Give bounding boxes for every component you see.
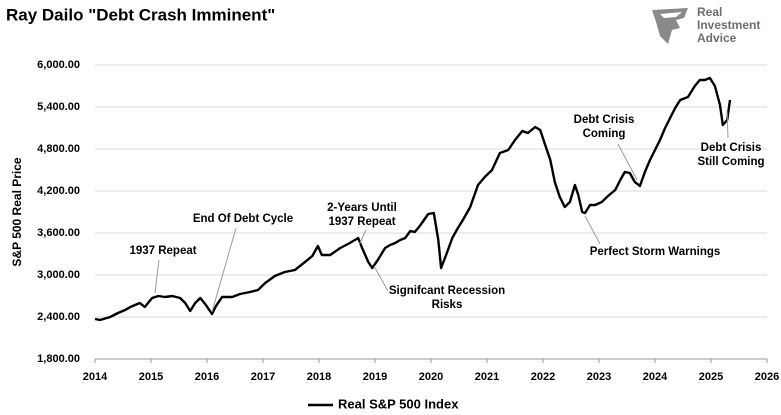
x-tick-label: 2024 bbox=[643, 371, 668, 383]
chart-title: Ray Dailo "Debt Crash Imminent" bbox=[6, 5, 275, 24]
annotation: 1937 Repeat bbox=[129, 245, 196, 257]
x-tick-label: 2026 bbox=[755, 371, 779, 383]
x-tick-label: 2020 bbox=[419, 371, 443, 383]
annotation: Perfect Storm Warnings bbox=[590, 246, 721, 258]
annotation-pointer bbox=[726, 109, 729, 139]
logo-icon bbox=[652, 8, 688, 44]
x-tick-label: 2018 bbox=[307, 371, 331, 383]
annotation-pointer bbox=[358, 229, 367, 246]
x-tick-label: 2015 bbox=[139, 371, 163, 383]
y-tick-label: 4,200.00 bbox=[37, 185, 80, 197]
y-tick-label: 5,400.00 bbox=[37, 101, 80, 113]
y-tick-label: 4,800.00 bbox=[37, 143, 80, 155]
annotation-pointer bbox=[373, 265, 389, 292]
annotation: Risks bbox=[432, 299, 463, 311]
y-axis-label: S&P 500 Real Price bbox=[10, 157, 24, 267]
x-tick-label: 2017 bbox=[251, 371, 275, 383]
annotation: 1937 Repeat bbox=[328, 216, 395, 228]
y-tick-label: 3,600.00 bbox=[37, 227, 80, 239]
annotation-pointer bbox=[154, 259, 160, 294]
logo-text: Advice bbox=[697, 31, 737, 45]
line-series bbox=[94, 76, 732, 322]
annotation: End Of Debt Cycle bbox=[193, 213, 293, 225]
annotation: Debt Crisis bbox=[574, 114, 635, 126]
legend-label: Real S&P 500 Index bbox=[338, 396, 459, 411]
annotation: Debt Crisis bbox=[701, 142, 762, 154]
y-tick-label: 6,000.00 bbox=[37, 59, 80, 71]
logo-text: Real bbox=[697, 5, 722, 19]
logo: Real Investment Advice bbox=[652, 5, 760, 45]
y-tick-label: 3,000.00 bbox=[37, 269, 80, 281]
x-tick-label: 2022 bbox=[531, 371, 555, 383]
annotation-pointer bbox=[211, 227, 237, 313]
x-tick-label: 2021 bbox=[475, 371, 499, 383]
y-tick-label: 1,800.00 bbox=[37, 353, 80, 365]
logo-text: Investment bbox=[697, 18, 760, 32]
logo-icon-detail bbox=[660, 12, 682, 18]
annotation: 2-Years Until bbox=[327, 202, 397, 214]
x-tick-label: 2014 bbox=[83, 371, 108, 383]
x-tick-label: 2025 bbox=[699, 371, 723, 383]
annotation-pointer bbox=[584, 215, 601, 245]
x-tick-label: 2019 bbox=[363, 371, 387, 383]
annotation: Still Coming bbox=[697, 156, 764, 168]
x-tick-label: 2016 bbox=[195, 371, 219, 383]
y-tick-label: 2,400.00 bbox=[37, 311, 80, 323]
annotation-pointer bbox=[617, 143, 638, 181]
annotation: Signifcant Recession bbox=[389, 285, 505, 297]
x-tick-label: 2023 bbox=[587, 371, 611, 383]
annotation: Coming bbox=[583, 128, 626, 140]
